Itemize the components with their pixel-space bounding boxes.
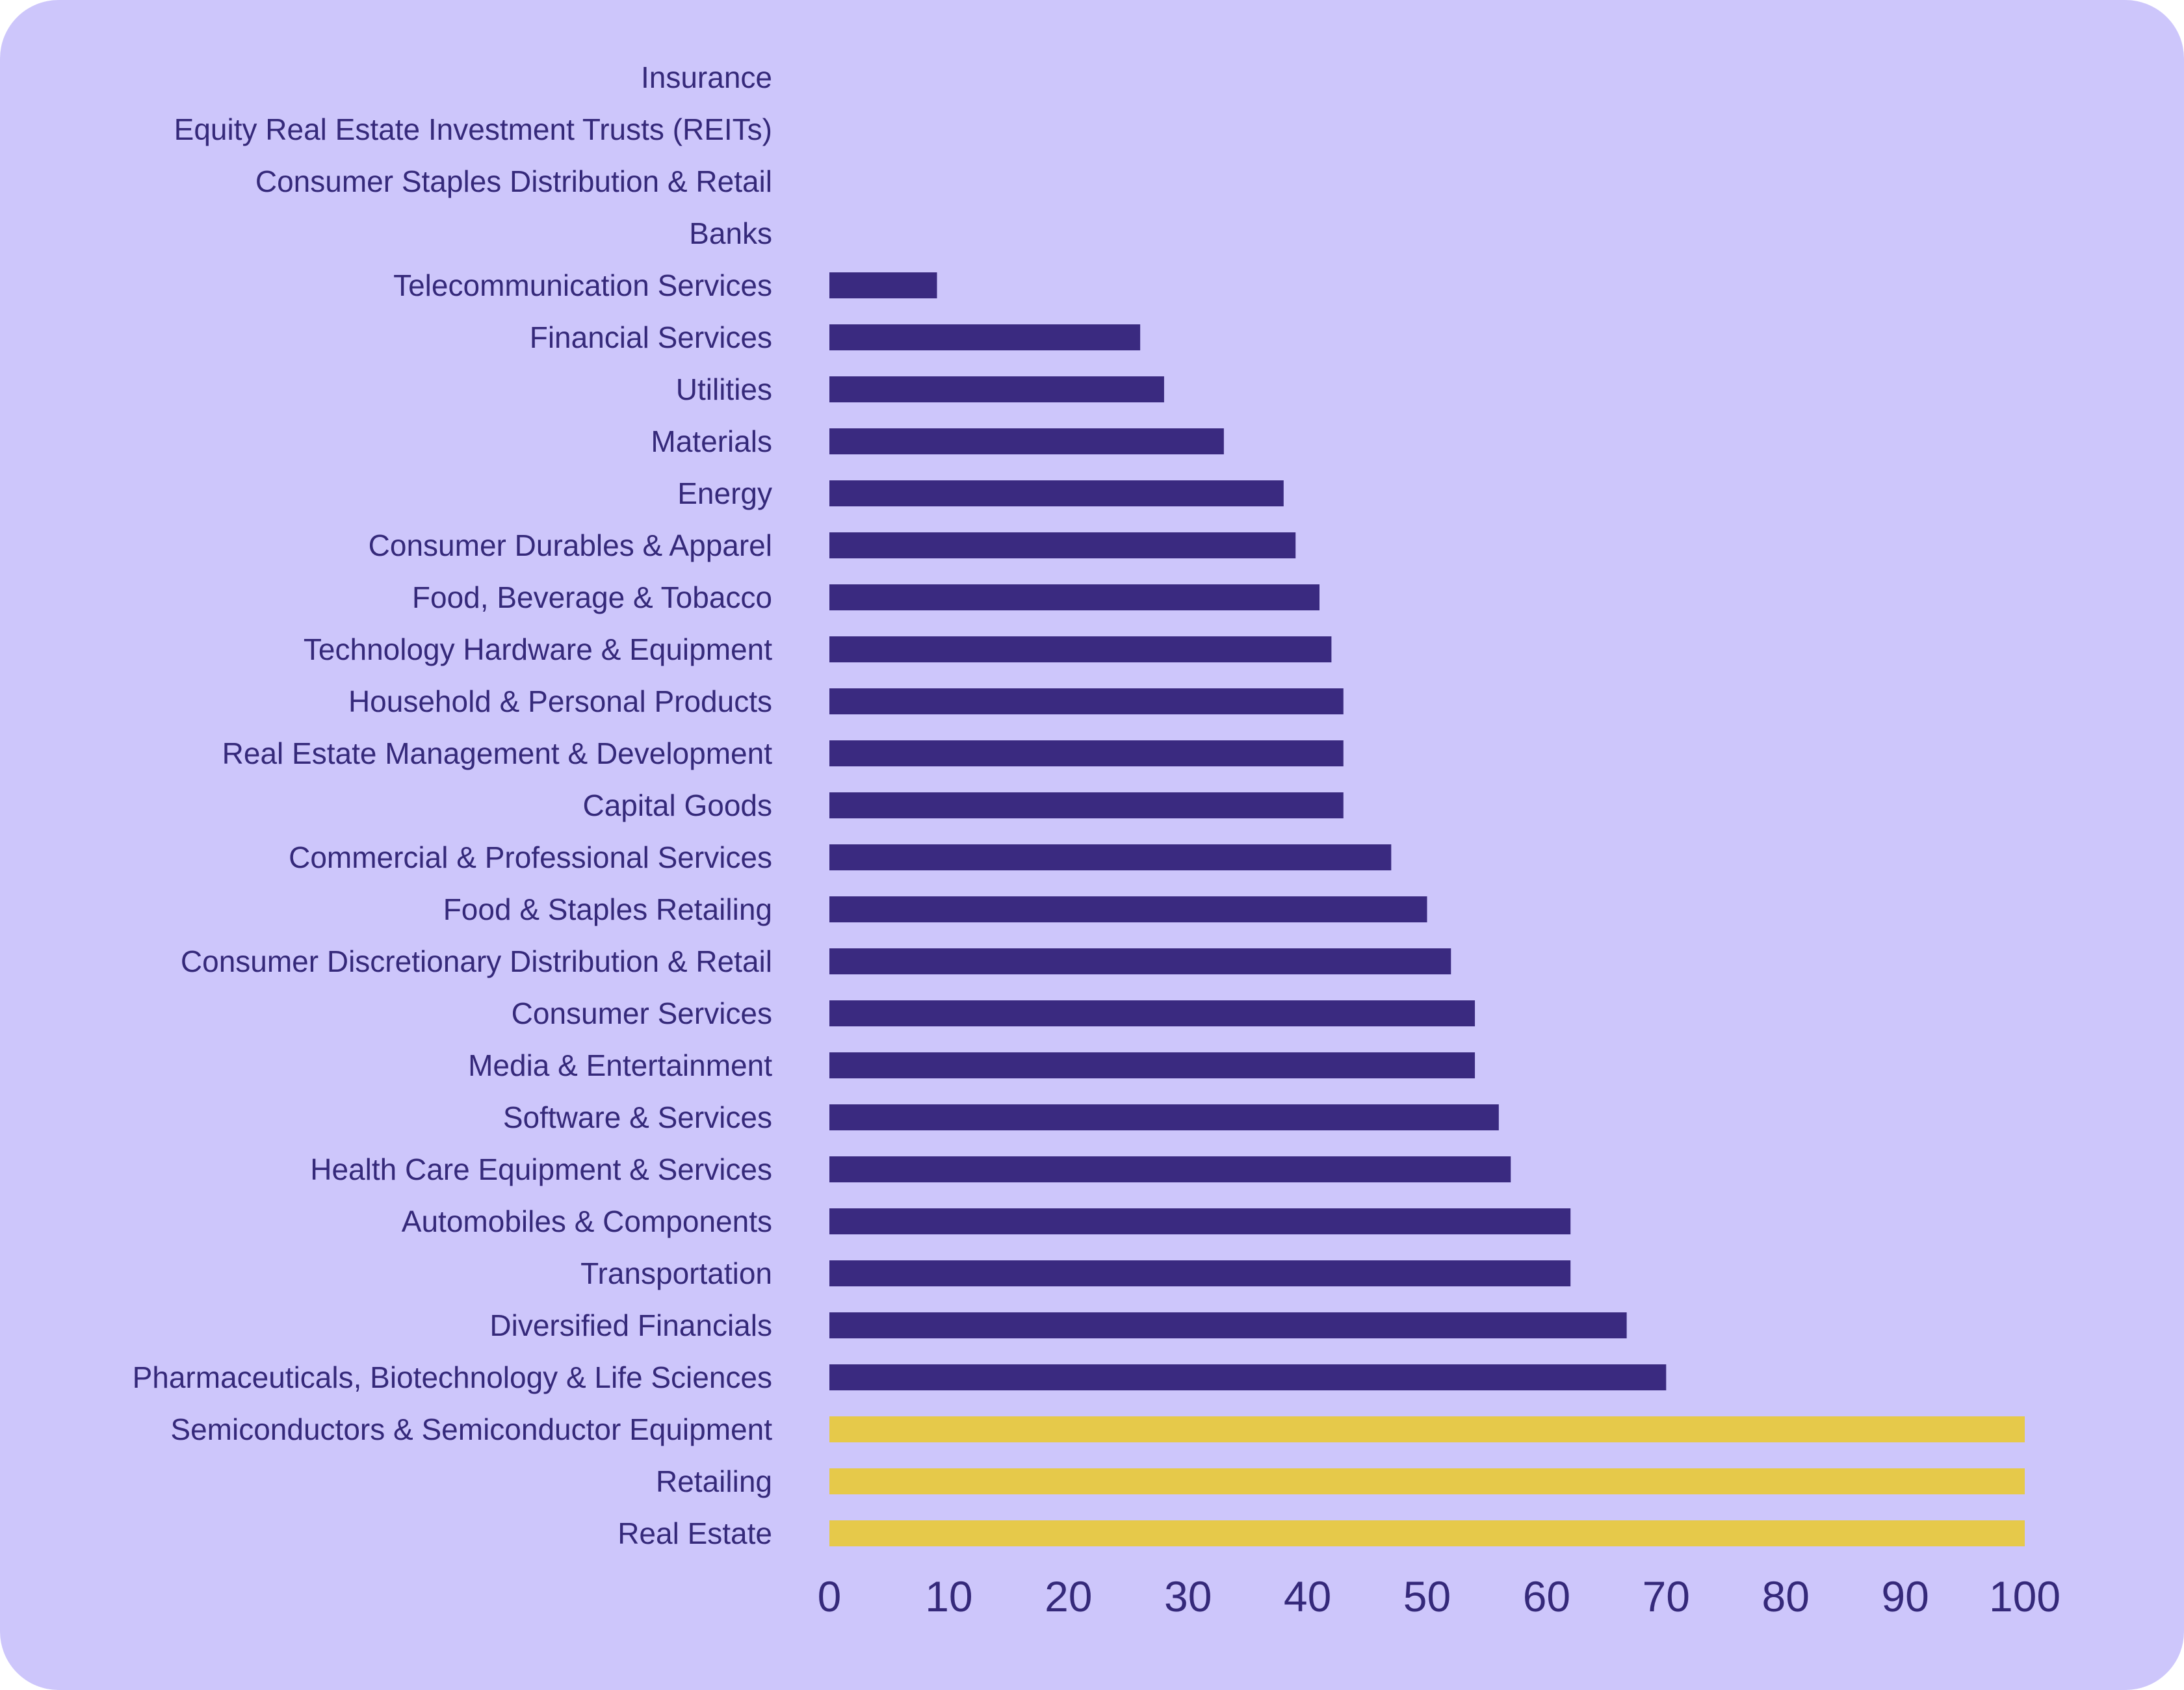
- bar: [829, 584, 1320, 610]
- x-tick-label: 80: [1762, 1572, 1809, 1620]
- bar: [829, 792, 1344, 818]
- category-label: Equity Real Estate Investment Trusts (RE…: [174, 112, 772, 146]
- bar: [829, 948, 1451, 974]
- bar: [829, 688, 1344, 714]
- bar: [829, 844, 1392, 870]
- x-tick-label: 40: [1284, 1572, 1331, 1620]
- bar: [829, 1000, 1476, 1026]
- category-label: Retailing: [656, 1464, 772, 1498]
- category-label: Insurance: [641, 60, 772, 94]
- bar: [829, 636, 1332, 662]
- bar: [829, 480, 1284, 506]
- category-label: Software & Services: [503, 1100, 772, 1134]
- category-label: Financial Services: [530, 320, 772, 354]
- category-label: Real Estate: [618, 1516, 772, 1550]
- x-tick-label: 50: [1403, 1572, 1451, 1620]
- bar: [829, 1364, 1667, 1390]
- category-label: Capital Goods: [583, 788, 773, 822]
- x-tick-label: 100: [1989, 1572, 2060, 1620]
- category-label: Semiconductors & Semiconductor Equipment: [170, 1412, 772, 1446]
- category-label: Consumer Staples Distribution & Retail: [255, 164, 772, 198]
- bar: [829, 1260, 1571, 1286]
- category-label: Food & Staples Retailing: [443, 892, 772, 926]
- category-label: Automobiles & Components: [402, 1204, 772, 1238]
- category-label: Telecommunication Services: [393, 268, 772, 302]
- x-tick-label: 30: [1164, 1572, 1212, 1620]
- category-label: Materials: [651, 424, 772, 458]
- x-axis-ticks: 0 10 20 30 40 50 60 70 80 90 100: [818, 1572, 2060, 1620]
- bars: [829, 272, 2025, 1546]
- bar: [829, 428, 1224, 454]
- bar: [829, 1312, 1627, 1338]
- category-label: Technology Hardware & Equipment: [304, 632, 772, 666]
- category-label: Household & Personal Products: [348, 684, 772, 718]
- x-tick-label: 0: [818, 1572, 842, 1620]
- category-label: Commercial & Professional Services: [289, 840, 772, 874]
- x-tick-label: 20: [1045, 1572, 1092, 1620]
- bar: [829, 272, 937, 298]
- category-label: Transportation: [580, 1256, 772, 1290]
- bar: [829, 1416, 2025, 1442]
- category-label: Banks: [689, 216, 772, 250]
- category-label: Diversified Financials: [489, 1308, 772, 1342]
- x-tick-label: 60: [1523, 1572, 1570, 1620]
- bar: [829, 1052, 1476, 1078]
- category-label: Health Care Equipment & Services: [310, 1152, 772, 1186]
- category-label: Food, Beverage & Tobacco: [412, 580, 772, 614]
- bar: [829, 1156, 1511, 1182]
- category-label: Media & Entertainment: [468, 1048, 772, 1082]
- category-label: Consumer Discretionary Distribution & Re…: [181, 944, 772, 978]
- x-tick-label: 90: [1881, 1572, 1929, 1620]
- bar: [829, 376, 1164, 402]
- bar: [829, 896, 1427, 922]
- category-label: Consumer Services: [512, 996, 772, 1030]
- category-label: Pharmaceuticals, Biotechnology & Life Sc…: [133, 1360, 772, 1394]
- bar: [829, 1468, 2025, 1494]
- category-label: Consumer Durables & Apparel: [369, 528, 772, 562]
- category-label: Real Estate Management & Development: [222, 736, 773, 770]
- x-tick-label: 10: [925, 1572, 972, 1620]
- bar: [829, 740, 1344, 766]
- x-tick-label: 70: [1643, 1572, 1690, 1620]
- category-label: Energy: [677, 476, 772, 510]
- bar: [829, 532, 1296, 558]
- bar: [829, 1104, 1499, 1130]
- category-labels: Insurance Equity Real Estate Investment T…: [133, 60, 773, 1550]
- bar: [829, 324, 1141, 350]
- bar: [829, 1520, 2025, 1546]
- category-label: Utilities: [676, 372, 772, 406]
- bar: [829, 1208, 1571, 1234]
